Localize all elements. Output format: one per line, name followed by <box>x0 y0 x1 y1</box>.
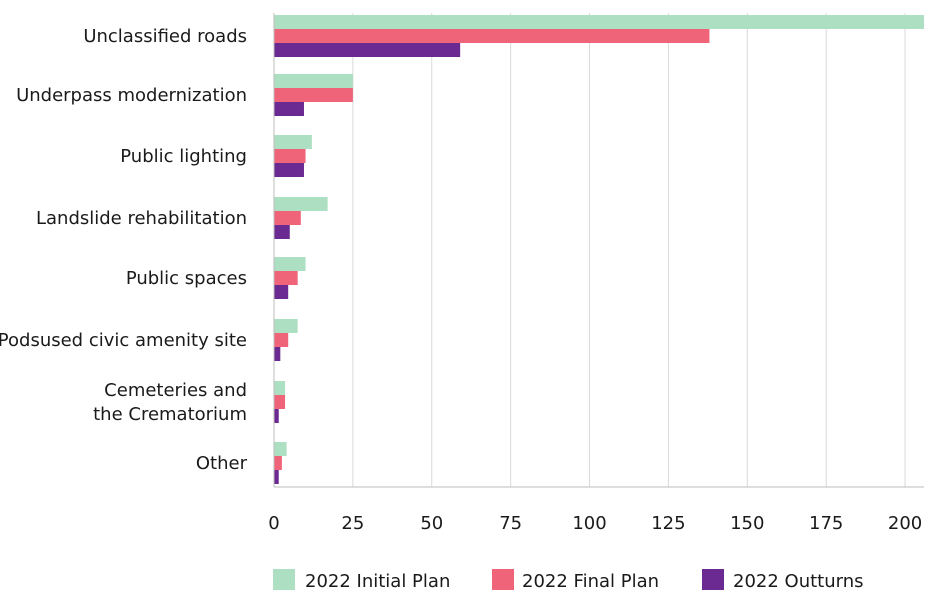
x-tick-label: 125 <box>651 513 685 534</box>
bar <box>274 319 298 333</box>
category-label-line: Public lighting <box>120 146 247 167</box>
bar <box>274 381 286 395</box>
bar <box>274 442 287 456</box>
category-label-line: Other <box>196 453 248 474</box>
bar <box>274 43 461 57</box>
bars <box>274 15 924 484</box>
category-label: Podsused civic amenity site <box>0 330 247 351</box>
bar <box>274 149 306 163</box>
bar <box>274 29 710 43</box>
category-label: Underpass modernization <box>16 85 247 106</box>
category-label: Cemeteries and the Crematorium <box>93 380 247 425</box>
bar <box>274 197 328 211</box>
category-label-line: Podsused civic amenity site <box>0 330 247 351</box>
legend: 2022 Initial Plan 2022 Final Plan 2022 Out… <box>273 569 864 592</box>
category-label-line: the Crematorium <box>93 404 247 425</box>
gridlines <box>352 13 906 487</box>
category-label-line: Unclassified roads <box>83 26 247 47</box>
x-tick-labels: 0 25 50 75 100 125 150 175 200 <box>268 513 922 534</box>
bar <box>274 163 304 177</box>
bar <box>274 333 289 347</box>
x-tick-label: 200 <box>888 513 922 534</box>
legend-label: 2022 Final Plan <box>522 571 659 590</box>
bar <box>274 347 281 361</box>
category-label-line: Landslide rehabilitation <box>36 208 247 229</box>
category-label-line: Cemeteries and <box>104 380 247 401</box>
x-tick-label: 100 <box>572 513 606 534</box>
bar <box>274 456 282 470</box>
bar <box>274 15 924 29</box>
category-labels: Unclassified roads Underpass modernizatio… <box>0 26 248 474</box>
x-tick-label: 150 <box>730 513 764 534</box>
x-tick-label: 175 <box>809 513 843 534</box>
legend-label: 2022 Initial Plan <box>305 571 450 590</box>
x-tick-label: 75 <box>499 513 522 534</box>
bar <box>274 88 353 102</box>
category-label: Landslide rehabilitation <box>36 208 247 229</box>
bar <box>274 102 304 116</box>
legend-swatch <box>702 569 724 591</box>
bar <box>274 211 301 225</box>
legend-swatch <box>273 569 295 591</box>
category-label: Other <box>196 453 248 474</box>
bar <box>274 74 353 88</box>
category-label-line: Public spaces <box>126 268 247 289</box>
category-label: Public spaces <box>126 268 247 289</box>
category-label-line: Underpass modernization <box>16 85 247 106</box>
category-label: Unclassified roads <box>83 26 247 47</box>
category-label: Public lighting <box>120 146 247 167</box>
x-tick-label: 50 <box>420 513 443 534</box>
x-tick-label: 25 <box>341 513 364 534</box>
bar <box>274 135 312 149</box>
bar <box>274 271 298 285</box>
bar <box>274 225 290 239</box>
legend-label: 2022 Outturns <box>733 571 864 590</box>
bar <box>274 257 306 271</box>
legend-swatch <box>492 569 514 591</box>
bar <box>274 285 289 299</box>
axes <box>273 13 924 488</box>
bar <box>274 470 279 484</box>
bar <box>274 395 286 409</box>
bar <box>274 409 279 423</box>
x-tick-label: 0 <box>268 513 279 534</box>
